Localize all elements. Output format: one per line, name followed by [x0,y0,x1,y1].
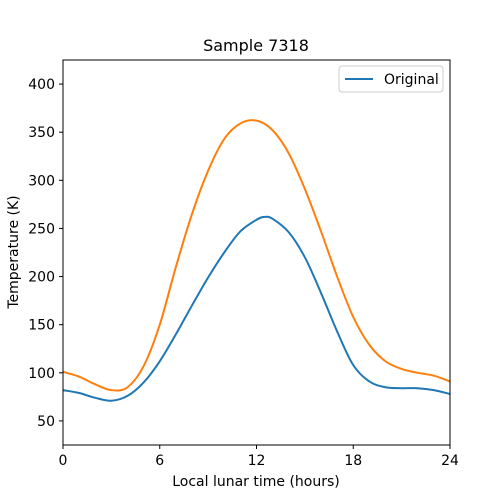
legend-label-original: Original [384,72,439,88]
y-tick-label: 150 [28,318,55,334]
legend: Original [338,65,444,93]
y-tick-label: 200 [28,270,55,286]
x-tick-label: 0 [59,453,68,469]
chart-title: Sample 7318 [203,36,309,55]
y-tick-label: 100 [28,366,55,382]
x-tick-label: 24 [441,453,459,469]
y-axis-label: Temperature (K) [6,195,22,309]
y-tick-label: 350 [28,125,55,141]
legend-frame [338,65,444,93]
x-axis: 0 6 12 18 24 [59,445,459,469]
x-tick-label: 12 [248,453,266,469]
y-tick-label: 50 [37,414,55,430]
y-tick-label: 300 [28,173,55,189]
y-axis: 50 100 150 200 250 300 350 400 [28,77,63,430]
series-line-2 [62,119,451,392]
series-line-1 [62,215,451,402]
x-axis-label: Local lunar time (hours) [172,474,340,490]
y-tick-label: 400 [28,77,55,93]
x-tick-label: 18 [344,453,362,469]
y-tick-label: 250 [28,221,55,237]
series-layer [62,119,451,402]
x-tick-label: 6 [155,453,164,469]
